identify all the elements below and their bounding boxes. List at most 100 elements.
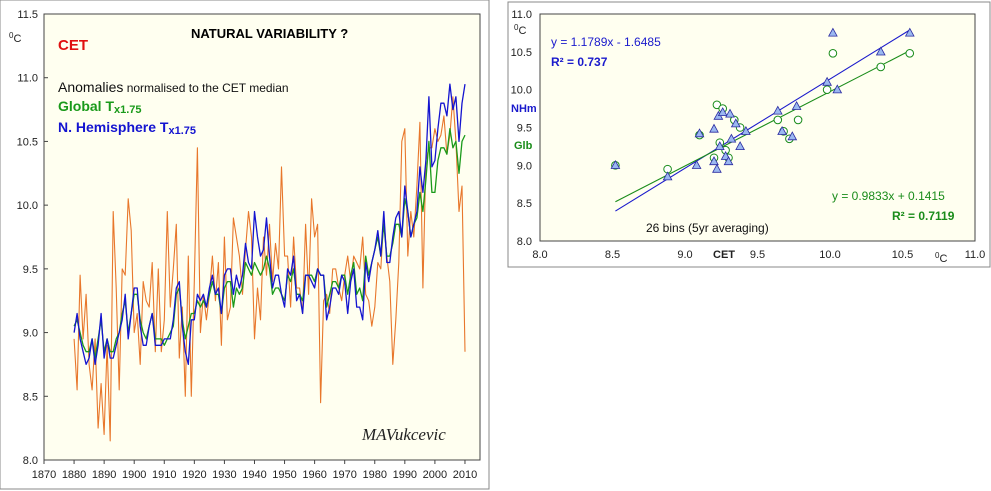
x-tick-label: 1940 <box>242 469 266 481</box>
glb-point <box>876 62 886 72</box>
glb-point <box>822 85 832 94</box>
scatter-y-tick-label: 8.0 <box>517 236 532 248</box>
x-tick-label: 1960 <box>302 469 326 481</box>
legend-nh-sub: x1.75 <box>168 125 196 137</box>
x-tick-label: 1950 <box>272 469 296 481</box>
x-tick-label: 1920 <box>182 469 206 481</box>
glb-point <box>828 49 838 58</box>
nh-point <box>720 150 731 160</box>
glb-point <box>905 49 915 58</box>
nh-point <box>725 108 735 118</box>
x-tick-label: 1980 <box>363 469 387 481</box>
y-tick-label: 11.0 <box>17 73 38 85</box>
scatter-x-unit: 0C <box>935 251 947 265</box>
scatter-x-tick-label: 9.0 <box>677 249 692 261</box>
author-signature: MAVukcevic <box>361 425 446 444</box>
nh-point <box>717 107 728 116</box>
nh-point <box>741 125 751 135</box>
glb-r-squared: R² = 0.7119 <box>892 209 955 223</box>
glb-regression-equation: y = 0.9833x + 0.1415 <box>832 189 945 203</box>
scatter-y-tick-label: 10.5 <box>511 47 532 59</box>
scatter-y-tick-label: 10.0 <box>511 85 532 97</box>
scatter-y-tick-label: 9.0 <box>517 160 532 172</box>
legend-anomalies-main: Anomalies <box>58 79 123 95</box>
nh-point <box>726 133 737 143</box>
nh-point <box>662 171 673 181</box>
scatter-y-tick-labels: 8.0 8.5 9.0 9.5 10.0 10.5 11.0 <box>511 9 532 248</box>
time-series-x-tick-labels: 1870 1880 1890 1900 1910 1920 1930 1940 1950 1960… <box>32 460 477 481</box>
scatter-x-tick-label: 11.0 <box>965 249 986 261</box>
legend-anomalies: Anomalies normalised to the CET median <box>58 79 289 95</box>
glb-point <box>793 115 803 125</box>
scatter-y-tick-label: 8.5 <box>517 198 532 210</box>
nh-point <box>875 46 886 56</box>
nh-point <box>772 105 783 115</box>
x-tick-label: 1880 <box>62 469 86 481</box>
nh-series-line <box>73 83 466 366</box>
x-tick-label: 1910 <box>152 469 176 481</box>
chart-title: NATURAL VARIABILITY ? <box>191 26 348 41</box>
nh-point <box>730 118 741 128</box>
bins-note: 26 bins (5yr averaging) <box>646 221 769 235</box>
scatter-ylabel-nhm: NHm <box>511 103 537 115</box>
scatter-xlabel: CET <box>713 249 735 261</box>
legend-nh-main: N. Hemisphere T <box>58 119 169 135</box>
legend-global: Global Tx1.75 <box>58 98 142 116</box>
time-series-y-unit: 0C <box>9 31 21 45</box>
scatter-x-tick-label: 8.5 <box>605 249 620 261</box>
time-series-lines <box>73 83 466 442</box>
nh-point <box>709 123 719 133</box>
nh-point <box>610 159 621 169</box>
scatter-x-tick-label: 10.0 <box>819 249 840 261</box>
nh-point <box>712 163 722 173</box>
nh-point <box>723 156 734 166</box>
nh-r-squared: R² = 0.737 <box>551 55 608 69</box>
nh-point <box>694 128 705 138</box>
scatter-y-tick-label: 9.5 <box>517 123 532 135</box>
legend-anomalies-rest: normalised to the CET median <box>123 81 288 95</box>
legend-nh: N. Hemisphere Tx1.75 <box>58 119 196 137</box>
x-tick-label: 1900 <box>122 469 146 481</box>
scatter-x-tick-label: 8.0 <box>532 249 547 261</box>
x-tick-label: 1870 <box>32 469 56 481</box>
y-tick-label: 8.0 <box>23 455 38 467</box>
y-tick-label: 9.5 <box>23 264 38 276</box>
scatter-y-unit: 0C <box>514 23 526 37</box>
nh-point <box>822 76 832 86</box>
y-tick-label: 8.5 <box>23 391 38 403</box>
scatter-plot-area <box>539 13 976 242</box>
nh-point <box>791 100 802 110</box>
scatter-x-tick-labels: 8.0 8.5 9.0 9.5 10.0 10.5 11.0 <box>532 249 985 261</box>
x-tick-label: 1890 <box>92 469 116 481</box>
y-tick-label: 11.5 <box>17 9 38 21</box>
nh-point <box>709 156 719 166</box>
nh-point <box>828 27 838 37</box>
scatter-ylabel-glb: Glb <box>514 140 533 152</box>
x-tick-label: 2000 <box>423 469 447 481</box>
nh-point <box>735 141 745 151</box>
x-tick-label: 1970 <box>332 469 356 481</box>
nh-point <box>777 125 788 135</box>
nh-point <box>714 141 725 151</box>
scatter-trend-lines <box>615 29 911 212</box>
y-tick-label: 9.0 <box>23 328 38 340</box>
y-tick-label: 10.5 <box>17 136 38 148</box>
nh-point <box>832 84 843 94</box>
nh-trend-line <box>615 29 911 212</box>
glb-point <box>773 115 783 125</box>
x-tick-label: 1990 <box>393 469 417 481</box>
x-tick-label: 2010 <box>453 469 477 481</box>
legend-cet: CET <box>58 37 88 54</box>
legend-global-main: Global T <box>58 98 114 114</box>
scatter-points <box>610 27 915 181</box>
nh-point <box>904 27 915 37</box>
scatter-x-tick-label: 10.5 <box>892 249 913 261</box>
y-tick-label: 10.0 <box>17 200 38 212</box>
nh-point <box>691 159 702 169</box>
legend-global-sub: x1.75 <box>114 104 142 116</box>
glb-trend-line <box>615 50 911 203</box>
nh-point <box>787 131 798 141</box>
time-series-y-tick-labels: 8.0 8.5 9.0 9.5 10.0 10.5 11.0 11.5 <box>17 9 48 467</box>
scatter-y-tick-label: 11.0 <box>511 9 532 21</box>
